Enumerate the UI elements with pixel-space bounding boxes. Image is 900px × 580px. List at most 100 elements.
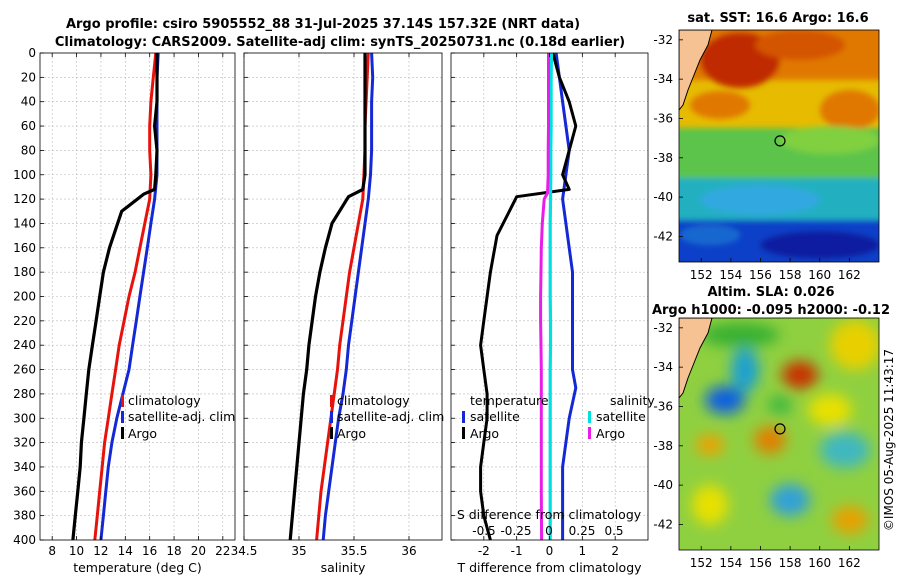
y-tick-label: 0 [28, 46, 36, 60]
legend-swatch-satellite [121, 411, 124, 423]
series-line-satellite-adj-clim [321, 52, 375, 541]
sla-field [692, 320, 879, 534]
y-tick-label: 360 [13, 484, 36, 498]
x-tick-label: 34.5 [231, 544, 258, 558]
map-lat-label: -32 [653, 33, 673, 47]
temperature-legend: climatology satellite-adj. clim Argo [121, 393, 235, 441]
map-lat-label: -38 [653, 151, 673, 165]
x-tick-label: -1 [511, 544, 523, 558]
map-lat-label: -38 [653, 439, 673, 453]
x-tick-label: 10 [69, 544, 84, 558]
y-tick-label: 220 [13, 314, 36, 328]
x-tick-label: 2 [611, 544, 619, 558]
y-tick-label: 320 [13, 436, 36, 450]
x-tick-label: 16 [142, 544, 157, 558]
temperature-panel: 8 10 12 14 16 18 20 22 temperature (deg C) [39, 52, 236, 575]
x-axis-label: T difference from climatology [456, 560, 642, 575]
y-tick-label: 380 [13, 509, 36, 523]
map-lat-label: -42 [653, 229, 673, 243]
y-tick-label: 100 [13, 168, 36, 182]
difference-panel: -2 -1 0 1 2 T difference from climatology [450, 52, 649, 575]
x-tick-label: 12 [93, 544, 108, 558]
legend-swatch-climatology [121, 395, 124, 407]
legend-swatch-t-satellite [462, 411, 465, 423]
y-tick-label: 340 [13, 460, 36, 474]
series-line-argo [288, 53, 367, 541]
sla-land [679, 318, 713, 399]
legend-label: climatology [128, 393, 201, 408]
s-tick-label: -0.25 [500, 524, 531, 538]
legend-swatch-climatology [330, 395, 333, 407]
figure-subtitle: Climatology: CARS2009. Satellite-adj cli… [55, 35, 625, 50]
x-tick-label: 0 [546, 544, 554, 558]
map-lon-label: 152 [690, 268, 713, 282]
x-tick-label: 1 [579, 544, 587, 558]
map-lon-label: 154 [719, 268, 742, 282]
map-lon-label: 154 [719, 556, 742, 570]
series-line-temperature-satellite [554, 52, 578, 540]
y-tick-label: 300 [13, 411, 36, 425]
legend-swatch-satellite [330, 411, 333, 423]
map-lon-label: 158 [779, 556, 802, 570]
s-tick-label: 0 [545, 524, 553, 538]
legend-label: Argo [337, 426, 366, 441]
difference-legend: temperature satellite Argo salinity sate… [462, 393, 655, 441]
x-tick-label: 14 [118, 544, 133, 558]
sst-land [679, 30, 713, 111]
x-tick-label: -2 [478, 544, 490, 558]
legend-swatch-s-satellite [588, 411, 591, 423]
sla-ticks: 152 154 156 158 160 162 -32 -34 -36 -38 -40 -42 [653, 321, 860, 570]
s-difference-label: S difference from climatology [457, 507, 642, 522]
x-tick-label: 36 [401, 544, 416, 558]
y-tick-label: 280 [13, 387, 36, 401]
sst-map-title: sat. SST: 16.6 Argo: 16.6 [687, 11, 868, 26]
y-tick-label: 120 [13, 192, 36, 206]
s-difference-axis: S difference from climatology -0.5 -0.25… [457, 507, 642, 538]
series-line-temperature-argo [479, 52, 578, 541]
series-line-salinity-argo [539, 53, 550, 541]
map-lat-label: -36 [653, 111, 673, 125]
x-tick-label: 35.5 [341, 544, 368, 558]
legend-title-salinity: salinity [610, 393, 655, 408]
y-tick-label: 40 [21, 95, 36, 109]
y-tick-label: 180 [13, 265, 36, 279]
sst-frame [678, 29, 880, 263]
s-tick-label: 0.25 [569, 524, 596, 538]
y-tick-label: 200 [13, 290, 36, 304]
x-tick-label: 22 [215, 544, 230, 558]
y-tick-label: 80 [21, 143, 36, 157]
y-tick-label: 260 [13, 363, 36, 377]
map-lat-label: -36 [653, 399, 673, 413]
legend-label: satellite-adj. clim [337, 409, 444, 424]
legend-title-temperature: temperature [470, 393, 549, 408]
legend-swatch-t-argo [462, 427, 465, 439]
map-lon-label: 162 [838, 556, 861, 570]
s-tick-label: 0.5 [604, 524, 623, 538]
salinity-panel: 34.5 35 35.5 36 salinity [231, 52, 443, 575]
sla-frame [678, 317, 880, 551]
sst-map [679, 30, 879, 262]
legend-label: satellite [470, 409, 520, 424]
s-tick-label: -0.5 [472, 524, 495, 538]
map-lat-label: -32 [653, 321, 673, 335]
y-tick-label: 20 [21, 70, 36, 84]
legend-swatch-argo [121, 427, 124, 439]
sla-map-subtitle: Argo h1000: -0.095 h2000: -0.12 [652, 303, 890, 318]
legend-label: Argo [470, 426, 499, 441]
sla-map-title: Altim. SLA: 0.026 [708, 285, 835, 300]
x-axis-label: temperature (deg C) [73, 560, 202, 575]
map-lon-label: 152 [690, 556, 713, 570]
salinity-legend: climatology satellite-adj. clim Argo [330, 393, 444, 441]
legend-swatch-s-argo [588, 427, 591, 439]
series-line-salinity-satellite [548, 52, 554, 540]
map-lat-label: -42 [653, 517, 673, 531]
legend-label: Argo [128, 426, 157, 441]
legend-label: Argo [596, 426, 625, 441]
x-tick-label: 35 [291, 544, 306, 558]
sst-field [679, 30, 879, 262]
map-lat-label: -40 [653, 478, 673, 492]
y-tick-label: 140 [13, 216, 36, 230]
x-tick-label: 18 [166, 544, 181, 558]
series-line-climatology [93, 52, 158, 541]
